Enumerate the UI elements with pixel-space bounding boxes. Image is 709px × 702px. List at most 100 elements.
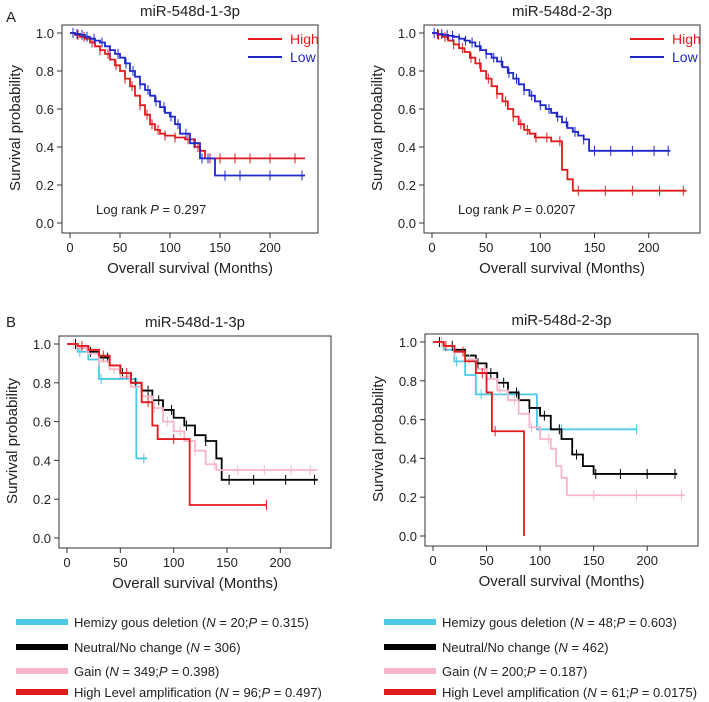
x-tick-label: 150: [584, 240, 606, 255]
legend-item: Neutral/No change (N = 306): [16, 638, 241, 656]
x-tick-label: 50: [479, 553, 493, 568]
legend-label: High Level amplification (N = 96;P = 0.4…: [74, 684, 322, 700]
legend-item: High Level amplification (N = 96;P = 0.4…: [16, 683, 322, 701]
legend-swatch: [384, 619, 436, 625]
x-tick-label: 200: [638, 240, 660, 255]
x-tick-label: 100: [163, 555, 185, 570]
x-tick-label: 0: [63, 555, 70, 570]
x-tick-label: 0: [66, 240, 73, 255]
annotation-prefix: Log rank: [458, 202, 512, 217]
x-tick-label: 150: [209, 240, 231, 255]
legend-swatch: [384, 644, 436, 650]
y-tick-label: 1.0: [398, 26, 416, 41]
y-tick-label: 0.8: [33, 376, 51, 391]
y-tick-label: 1.0: [36, 26, 54, 41]
series-line-high: [432, 32, 687, 192]
legend-label: Neutral/No change (N = 462): [442, 639, 609, 655]
legend-item: High Level amplification (N = 61;P = 0.0…: [384, 683, 697, 701]
legend-label: High: [672, 31, 701, 47]
plot-frame: [58, 335, 332, 549]
x-tick-label: 150: [216, 555, 238, 570]
y-tick-label: 1.0: [399, 335, 417, 350]
y-axis-label: Survival probability: [370, 376, 387, 502]
annotation-value: = 0.0207: [521, 202, 576, 217]
y-tick-label: 0.6: [33, 415, 51, 430]
y-axis-label: Survival probability: [4, 378, 21, 504]
chart-title: miR-548d-2-3p: [511, 312, 611, 329]
y-tick-label: 0.4: [398, 140, 416, 155]
legend-label: Low: [672, 49, 699, 65]
y-tick-label: 0.2: [36, 178, 54, 193]
y-tick-label: 0.4: [36, 140, 54, 155]
series-line-neutral-no-change: [67, 343, 318, 481]
y-tick-label: 0.6: [36, 102, 54, 117]
x-axis-label: Overall survival (Months): [112, 575, 278, 592]
series-line-low: [432, 32, 671, 152]
annotation-p-symbol: P: [512, 202, 521, 217]
legend-item: Hemizy gous deletion (N = 48;P = 0.603): [384, 613, 677, 631]
legend-label: Hemizy gous deletion (N = 20;P = 0.315): [74, 614, 309, 630]
legend-label: Hemizy gous deletion (N = 48;P = 0.603): [442, 614, 677, 630]
x-tick-label: 0: [428, 240, 435, 255]
x-tick-label: 200: [259, 240, 281, 255]
x-tick-label: 100: [529, 240, 551, 255]
y-tick-label: 0.0: [398, 216, 416, 231]
legend-swatch: [16, 668, 68, 674]
series-line-hemizy-gous-deletion: [433, 341, 637, 431]
legend-label: Low: [290, 49, 317, 65]
legend-swatch: [384, 668, 436, 674]
y-tick-label: 1.0: [33, 337, 51, 352]
panel-label-a: A: [6, 9, 16, 26]
legend-label: High Level amplification (N = 61;P = 0.0…: [442, 684, 698, 700]
x-axis-label: Overall survival (Months): [479, 260, 645, 277]
plot-frame: [61, 24, 319, 234]
legend-item: Hemizy gous deletion (N = 20;P = 0.315): [16, 613, 309, 631]
y-tick-label: 0.0: [33, 531, 51, 546]
annotation-value: = 0.297: [159, 202, 206, 217]
chart-b1: miR-548d-1-3p 0 50 100 150 200 Overall surviva…: [4, 314, 332, 592]
legend-swatch: [16, 689, 68, 695]
chart-title: miR-548d-1-3p: [145, 314, 245, 331]
chart-a1: miR-548d-1-3p 0 50 100 150 200 Overall surviva…: [7, 3, 319, 277]
y-tick-label: 0.8: [36, 64, 54, 79]
chart-title: miR-548d-1-3p: [140, 3, 240, 20]
y-tick-label: 0.8: [398, 64, 416, 79]
legend-label: Neutral/No change (N = 306): [74, 639, 241, 655]
series-line-high-level-amplification: [67, 343, 267, 506]
x-axis-label: Overall survival (Months): [479, 573, 645, 590]
x-tick-label: 0: [429, 553, 436, 568]
y-axis-label: Survival probability: [369, 65, 386, 191]
legend-swatch: [16, 644, 68, 650]
y-tick-label: 0.2: [398, 178, 416, 193]
series-line-gain: [67, 343, 318, 471]
chart-a2: miR-548d-2-3p 0 50 100 150 200 Overall surviva…: [369, 3, 701, 277]
x-tick-label: 100: [159, 240, 181, 255]
x-tick-label: 50: [113, 555, 127, 570]
x-tick-label: 200: [636, 553, 658, 568]
panel-label-b: B: [6, 314, 16, 331]
y-tick-label: 0.4: [33, 453, 51, 468]
series-line-hemizy-gous-deletion: [67, 343, 147, 460]
series-line-low: [70, 32, 305, 177]
legend-item: Gain (N = 349;P = 0.398): [16, 662, 219, 680]
x-tick-label: 50: [479, 240, 493, 255]
y-tick-label: 0.6: [398, 102, 416, 117]
legend-swatch: [384, 689, 436, 695]
y-tick-label: 0.2: [399, 490, 417, 505]
chart-b2: miR-548d-2-3p 0 50 100 150 200 Overall surviva…: [370, 312, 699, 590]
x-tick-label: 150: [583, 553, 605, 568]
chart-title: miR-548d-2-3p: [512, 3, 612, 20]
y-tick-label: 0.2: [33, 492, 51, 507]
y-tick-label: 0.0: [399, 529, 417, 544]
log-rank-annotation: Log rank P = 0.297: [96, 202, 206, 217]
y-axis-label: Survival probability: [7, 65, 24, 191]
x-axis-label: Overall survival (Months): [107, 260, 273, 277]
plot-frame: [424, 333, 699, 547]
y-tick-label: 0.4: [399, 451, 417, 466]
log-rank-annotation: Log rank P = 0.0207: [458, 202, 575, 217]
y-tick-label: 0.8: [399, 374, 417, 389]
annotation-p-symbol: P: [150, 202, 159, 217]
series-line-high-level-amplification: [433, 341, 525, 536]
legend-label: Gain (N = 200;P = 0.187): [442, 663, 588, 679]
